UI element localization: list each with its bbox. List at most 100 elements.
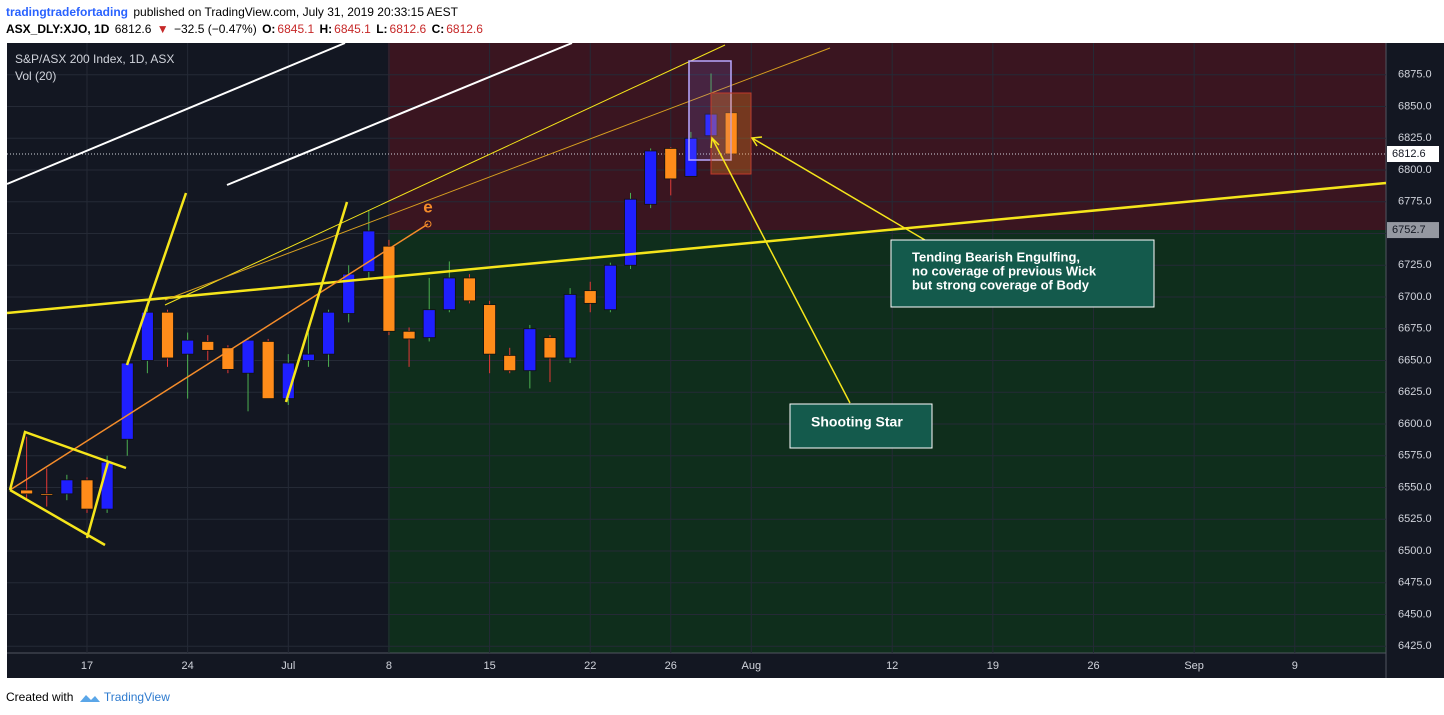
brand[interactable]: TradingView bbox=[103, 690, 170, 704]
h-label: H: bbox=[319, 22, 333, 36]
x-tick-label: 26 bbox=[1087, 660, 1099, 672]
annotation-box bbox=[789, 403, 933, 449]
x-tick-label: 24 bbox=[182, 660, 194, 672]
x-tick-label: 8 bbox=[386, 660, 392, 672]
channel-line bbox=[164, 44, 726, 306]
wave-line bbox=[284, 201, 349, 403]
l-value: 6812.6 bbox=[389, 22, 427, 36]
published: published on TradingView.com, July 31, 2… bbox=[133, 5, 459, 19]
y-tick-label: 6725.0 bbox=[1398, 259, 1432, 271]
arrow-head bbox=[750, 136, 763, 147]
wave-marker: e bbox=[423, 197, 432, 216]
candle-body bbox=[20, 489, 34, 495]
arrow-head bbox=[710, 136, 720, 149]
y-tick-label: 6675.0 bbox=[1398, 323, 1432, 335]
arrow bbox=[711, 137, 851, 404]
y-tick-label: 6825.0 bbox=[1398, 132, 1432, 144]
trend-line bbox=[6, 42, 346, 185]
created: Created with bbox=[6, 690, 74, 704]
candle-body bbox=[624, 198, 637, 266]
symbol-line: ASX_DLY:XJO, 1D 6812.6 ▼ −32.5 (−0.47%) … bbox=[6, 22, 485, 36]
candle-body bbox=[704, 113, 718, 137]
candle-body bbox=[543, 337, 557, 359]
candle-body bbox=[684, 137, 698, 177]
candle-body bbox=[342, 273, 356, 314]
x-tick-label: Aug bbox=[741, 660, 761, 672]
author[interactable]: tradingtradefortading bbox=[6, 5, 128, 19]
x-tick-label: 19 bbox=[987, 660, 999, 672]
y-tick-label: 6850.0 bbox=[1398, 100, 1432, 112]
l-label: L: bbox=[376, 22, 388, 36]
trend-line bbox=[9, 223, 429, 491]
x-tick-label: 12 bbox=[886, 660, 898, 672]
legend-title: S&P/ASX 200 Index, 1D, ASX bbox=[15, 52, 174, 66]
chart-bg bbox=[7, 43, 1444, 678]
h-value: 6845.1 bbox=[334, 22, 371, 36]
candle-body bbox=[603, 264, 617, 311]
highlight-box bbox=[710, 92, 752, 175]
candle-body bbox=[463, 277, 476, 302]
y-tick-label: 6875.0 bbox=[1398, 69, 1432, 81]
x-tick-label: 22 bbox=[584, 660, 596, 672]
change-arrow: ▼ bbox=[156, 22, 169, 36]
candle-body bbox=[302, 353, 315, 361]
trend-line bbox=[6, 181, 1387, 315]
y-tick-label: 6575.0 bbox=[1398, 450, 1432, 462]
y-tick-label: 6625.0 bbox=[1398, 386, 1432, 398]
annotation-box bbox=[890, 239, 1155, 308]
y-tick-label: 6550.0 bbox=[1398, 481, 1432, 493]
candle-body bbox=[241, 339, 255, 374]
header-line: tradingtradefortading published on Tradi… bbox=[6, 5, 460, 19]
annotation-text: but strong coverage of Body bbox=[912, 277, 1090, 292]
x-tick-label: Jul bbox=[281, 660, 295, 672]
candle-body bbox=[563, 294, 577, 359]
footer: Created with TradingView bbox=[6, 690, 172, 704]
price-tag bbox=[1387, 145, 1439, 162]
y-tick-label: 6700.0 bbox=[1398, 291, 1432, 303]
x-tick-label: 9 bbox=[1292, 660, 1298, 672]
annotation-text: Shooting Star bbox=[811, 414, 903, 430]
candle-body bbox=[503, 355, 517, 372]
y-tick-label: 6600.0 bbox=[1398, 418, 1432, 430]
candle-body bbox=[161, 311, 174, 359]
candle-body bbox=[140, 311, 154, 361]
candle-body bbox=[261, 341, 275, 400]
channel-line bbox=[164, 47, 831, 301]
symbol: ASX_DLY:XJO, 1D bbox=[6, 22, 110, 36]
legend-sub: Vol (20) bbox=[15, 69, 56, 83]
highlight-box bbox=[688, 60, 732, 161]
x-tick-label: 15 bbox=[483, 660, 495, 672]
candle-body bbox=[644, 150, 658, 205]
tv-logo bbox=[79, 694, 100, 702]
y-tick-label: 6775.0 bbox=[1398, 196, 1432, 208]
price-label: 6752.7 bbox=[1392, 224, 1426, 236]
marker-dot bbox=[424, 220, 432, 228]
change: −32.5 (−0.47%) bbox=[174, 22, 257, 36]
axis-bg bbox=[1386, 43, 1444, 678]
y-tick-label: 6750.0 bbox=[1398, 227, 1432, 239]
o-label: O: bbox=[262, 22, 276, 36]
y-tick-label: 6525.0 bbox=[1398, 513, 1432, 525]
zone-upper bbox=[387, 43, 1386, 231]
candle-body bbox=[583, 290, 597, 304]
candle-body bbox=[422, 309, 436, 339]
candle-body bbox=[362, 230, 376, 273]
y-tick-label: 6500.0 bbox=[1398, 545, 1432, 557]
annotation-text: Tending Bearish Engulfing, bbox=[912, 249, 1080, 264]
price-label: 6812.6 bbox=[1392, 148, 1426, 160]
candle-body bbox=[100, 461, 114, 510]
candle-body bbox=[322, 311, 335, 355]
c-label: C: bbox=[431, 22, 445, 36]
x-tick-label: Sep bbox=[1184, 660, 1204, 672]
y-tick-label: 6450.0 bbox=[1398, 608, 1432, 620]
candle-body bbox=[80, 479, 94, 510]
last: 6812.6 bbox=[114, 22, 152, 36]
o-value: 6845.1 bbox=[277, 22, 315, 36]
annotation-text: no coverage of previous Wick bbox=[912, 263, 1097, 278]
zone-lower bbox=[387, 230, 1386, 654]
wave-line bbox=[125, 192, 188, 366]
candle-body bbox=[523, 328, 537, 372]
x-tick-label: 17 bbox=[81, 660, 93, 672]
